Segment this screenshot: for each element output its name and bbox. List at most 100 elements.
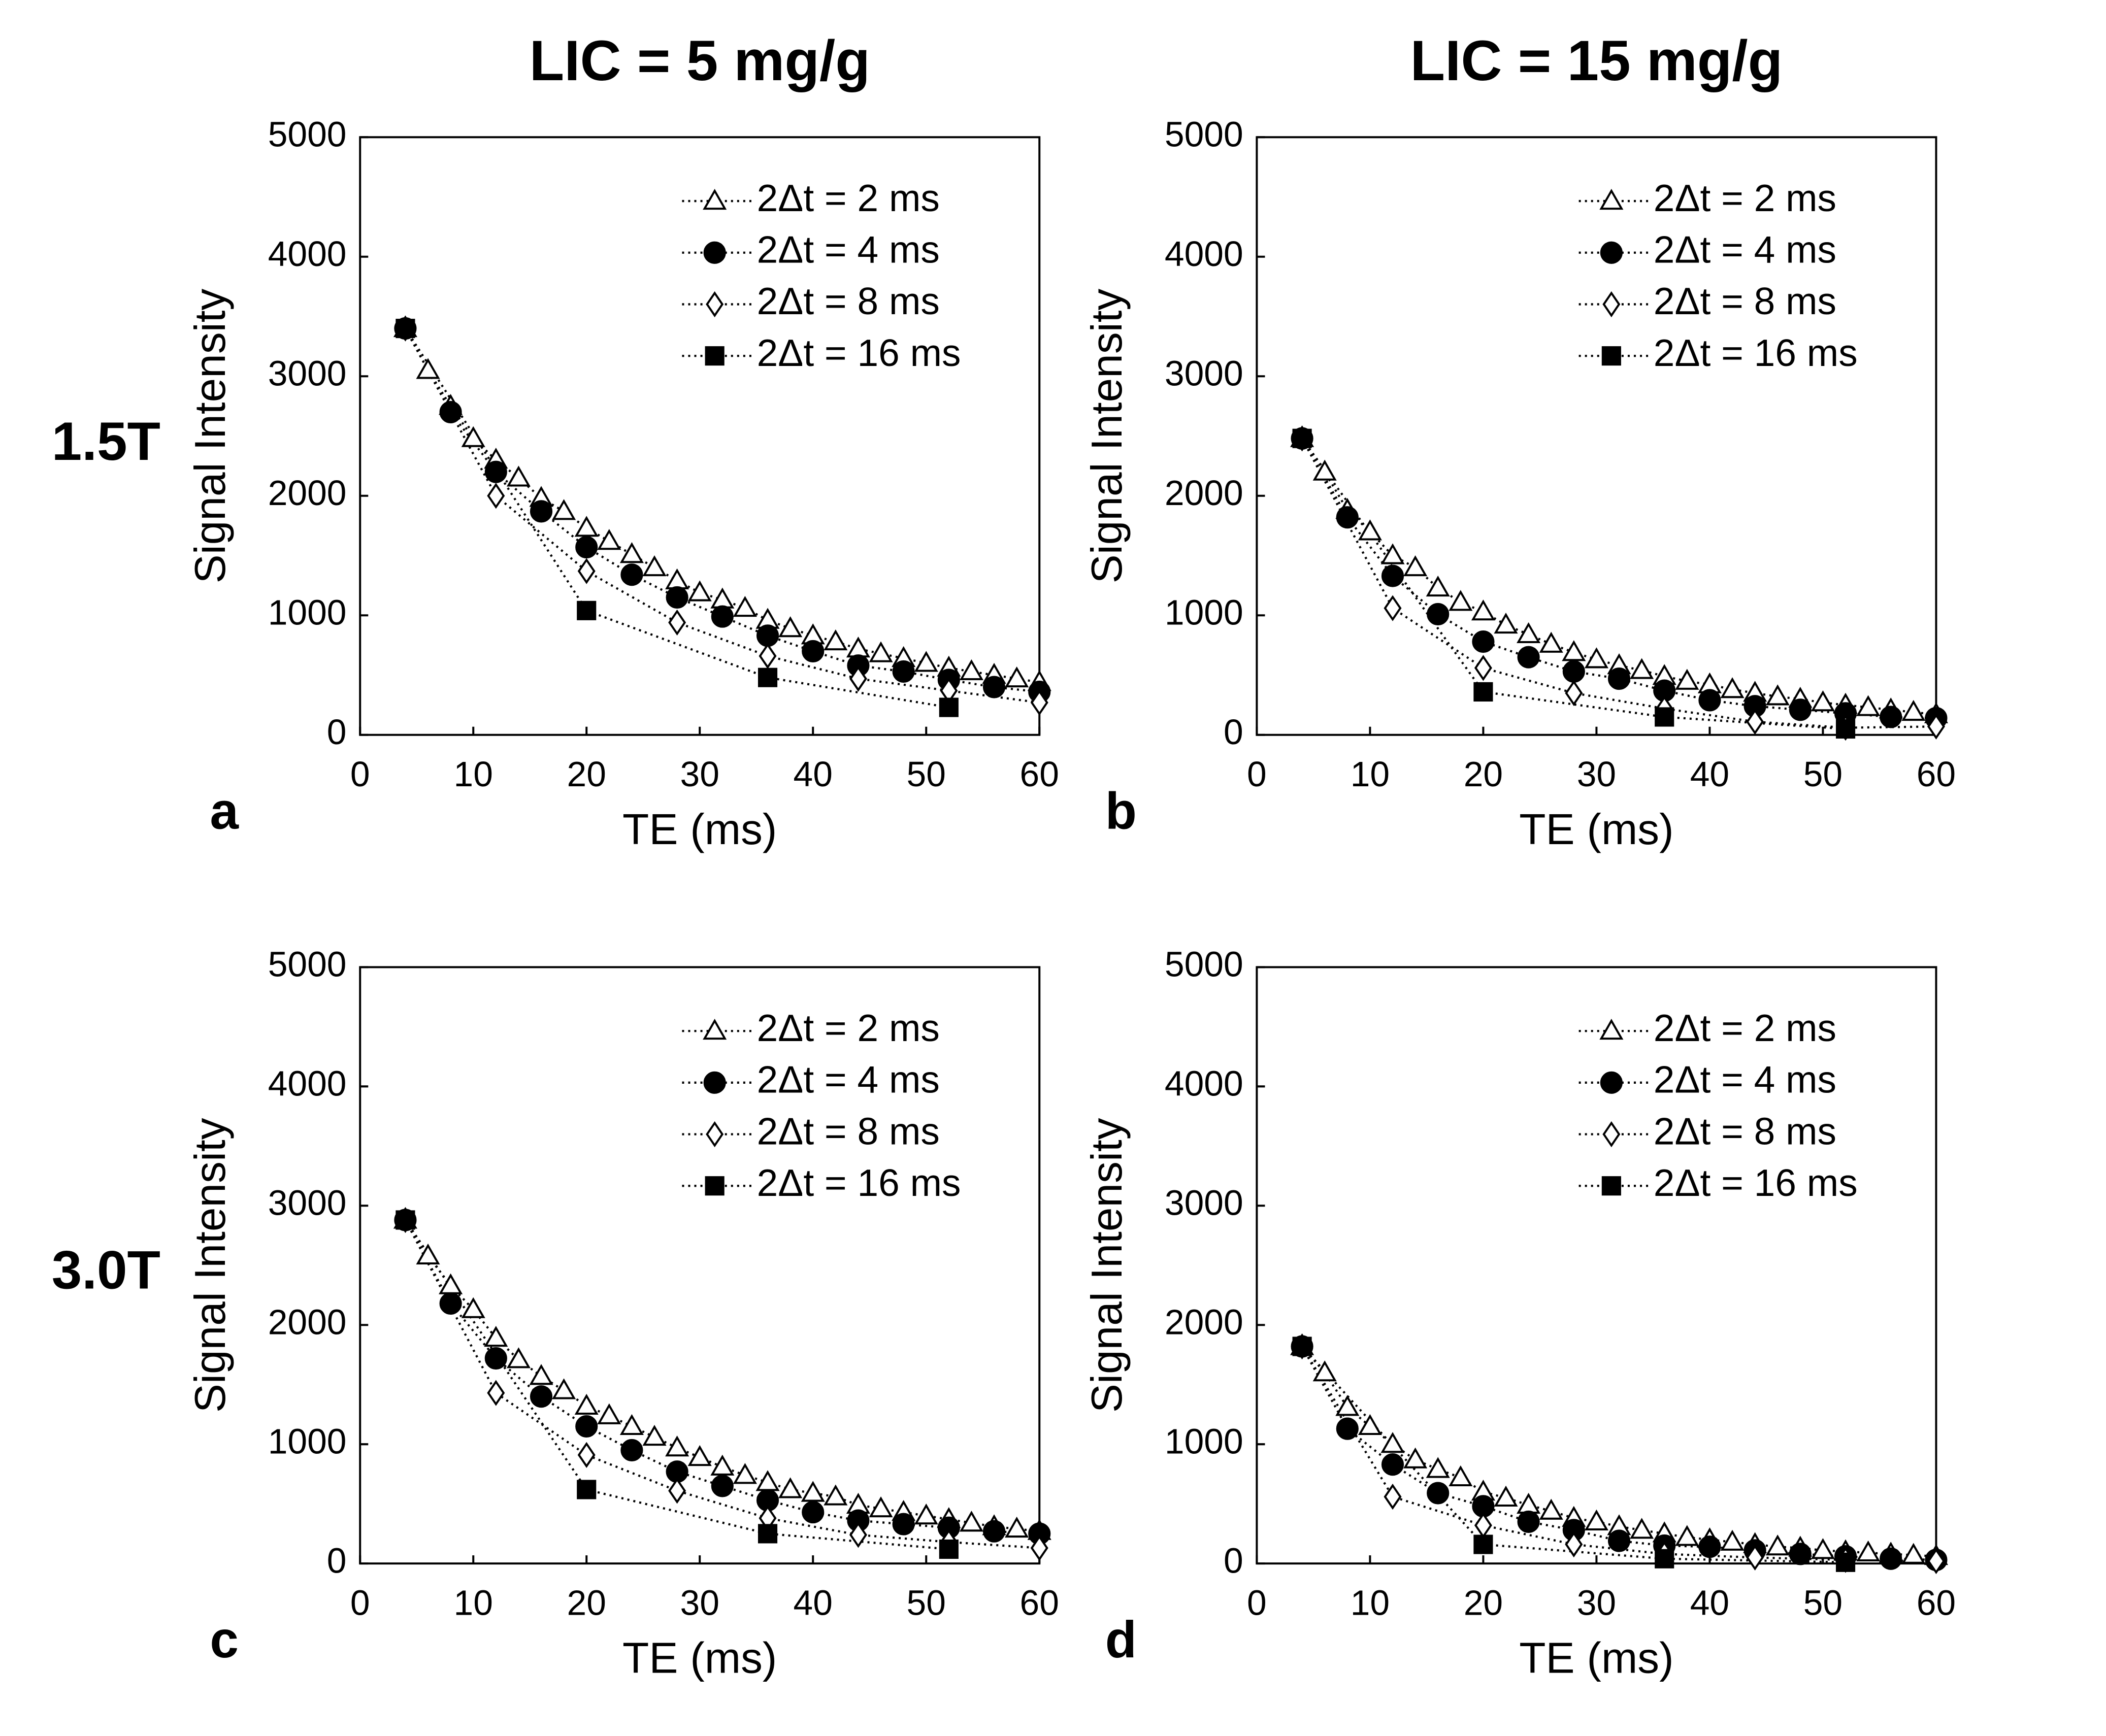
marker (1698, 689, 1721, 712)
panel-label: c (210, 1611, 239, 1668)
marker (1335, 1395, 1360, 1416)
marker (1856, 1540, 1881, 1562)
legend-label: 2Δt = 8 ms (757, 280, 940, 322)
marker (416, 1243, 440, 1265)
marker (1474, 655, 1492, 681)
legend-marker (703, 1071, 726, 1094)
marker (1835, 719, 1856, 739)
marker (1030, 689, 1048, 716)
marker (1562, 640, 1586, 661)
marker (1565, 680, 1583, 706)
marker (1384, 595, 1402, 621)
plot-frame (359, 136, 1041, 736)
marker (1539, 1498, 1563, 1520)
x-tick-label: 30 (680, 754, 719, 794)
x-tick-label: 60 (1020, 754, 1059, 794)
marker (1565, 1531, 1583, 1558)
marker (574, 516, 599, 537)
y-tick-label: 0 (1224, 712, 1243, 752)
marker (1517, 646, 1540, 669)
marker (759, 643, 777, 669)
marker (869, 641, 893, 662)
series-line (404, 1219, 1040, 1549)
marker (892, 1513, 915, 1535)
marker (597, 1403, 621, 1424)
series-line (404, 328, 1040, 693)
marker (982, 676, 1006, 698)
y-tick-label: 0 (327, 712, 347, 752)
marker (824, 1484, 848, 1506)
marker (1517, 622, 1541, 643)
marker (1880, 1547, 1902, 1570)
y-tick-label: 5000 (1165, 115, 1243, 154)
marker (416, 358, 440, 379)
marker (577, 600, 597, 620)
marker (484, 1325, 508, 1347)
marker (396, 1210, 415, 1230)
y-tick-label: 1000 (1165, 1422, 1243, 1461)
legend-marker (705, 1176, 725, 1196)
marker (1607, 667, 1631, 690)
marker (1427, 1482, 1450, 1505)
legend-marker (1599, 1019, 1624, 1040)
marker (396, 319, 415, 339)
x-tick-label: 50 (1803, 1583, 1842, 1622)
marker (892, 660, 915, 683)
marker (756, 624, 779, 647)
legend-marker (706, 291, 724, 318)
marker (802, 1501, 825, 1524)
marker (577, 1480, 597, 1499)
x-axis-label: TE (ms) (1519, 805, 1673, 854)
marker (1789, 698, 1812, 721)
marker (982, 1520, 1006, 1543)
marker (1765, 1534, 1790, 1556)
y-axis-label: Signal Intensity (1082, 1118, 1131, 1413)
marker (778, 616, 803, 638)
legend-marker (1599, 188, 1624, 210)
marker (959, 659, 983, 680)
marker (597, 529, 621, 550)
marker (642, 555, 667, 577)
x-axis-label: TE (ms) (622, 805, 777, 854)
marker (1403, 555, 1428, 577)
marker (1030, 1534, 1048, 1561)
marker (668, 609, 686, 636)
y-tick-label: 5000 (1165, 945, 1243, 984)
panel-label: d (1105, 1611, 1137, 1668)
marker (869, 1496, 893, 1518)
y-tick-label: 5000 (268, 115, 347, 154)
marker (439, 1292, 462, 1315)
marker (1789, 1543, 1812, 1565)
marker (461, 426, 485, 447)
marker (801, 1481, 825, 1502)
x-axis-label: TE (ms) (622, 1633, 777, 1682)
marker (1336, 506, 1359, 529)
marker (802, 640, 825, 662)
x-tick-label: 0 (1247, 1583, 1267, 1622)
marker (1698, 1535, 1721, 1558)
legend-marker (1602, 291, 1621, 318)
marker (711, 1475, 734, 1497)
panel-label: b (1105, 782, 1137, 840)
legend-label: 2Δt = 8 ms (1654, 280, 1836, 322)
y-tick-label: 4000 (268, 1064, 347, 1104)
marker (1005, 666, 1029, 688)
panel: 0 10 20 30 40 50 60 0 1000 2000 3000 4000 5000 TE (ms… (186, 945, 1059, 1683)
marker (619, 542, 644, 563)
legend-label: 2Δt = 4 ms (757, 228, 940, 271)
marker (914, 651, 938, 672)
y-tick-label: 3000 (268, 354, 347, 393)
marker (529, 1364, 553, 1385)
x-tick-label: 20 (567, 1583, 606, 1622)
panel: 0 10 20 30 40 50 60 0 1000 2000 3000 4000 5000 TE (ms… (186, 115, 1059, 854)
marker (1312, 459, 1337, 481)
series-line (1301, 1346, 1936, 1562)
marker (758, 1524, 778, 1544)
marker (733, 596, 757, 617)
y-tick-label: 3000 (1165, 1183, 1243, 1223)
marker (1607, 1529, 1631, 1552)
marker (1336, 1417, 1359, 1440)
legend-marker (705, 346, 725, 366)
x-axis-label: TE (ms) (1519, 1633, 1673, 1682)
marker (710, 587, 735, 609)
